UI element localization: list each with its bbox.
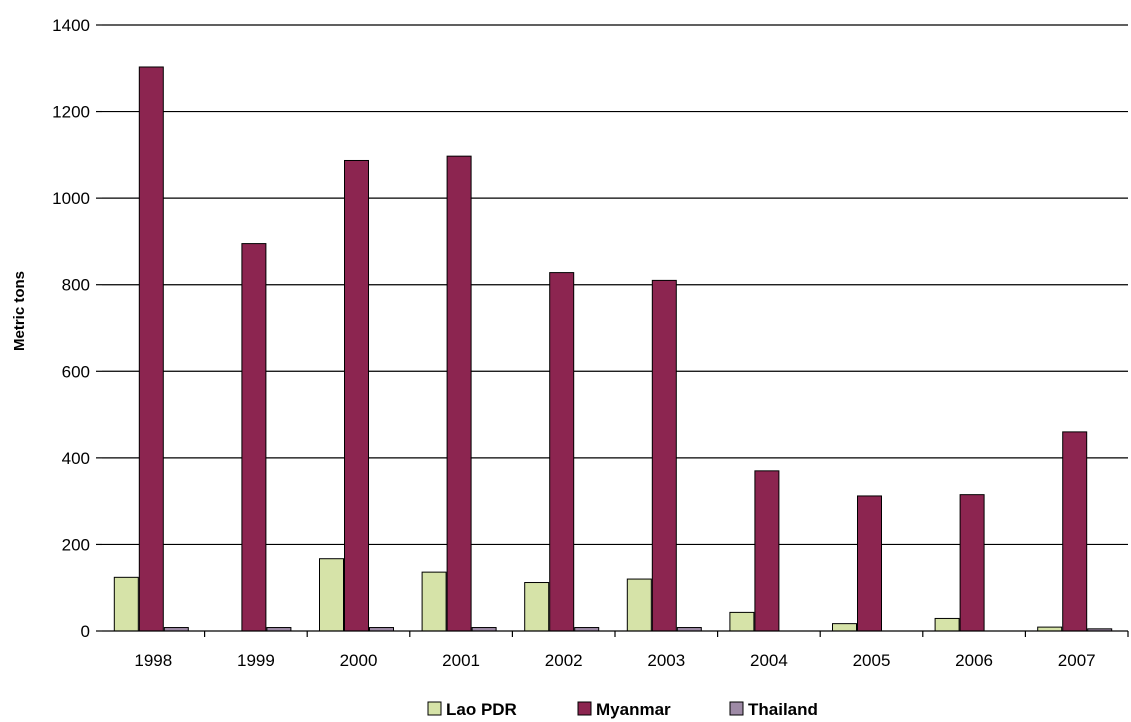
bar-lao-pdr-1998 bbox=[113, 576, 139, 632]
x-tick-label: 2000 bbox=[340, 651, 378, 670]
bar-myanmar-2001 bbox=[446, 155, 472, 632]
bar-lao-pdr-2003 bbox=[626, 578, 652, 632]
legend-swatch-lao-pdr bbox=[427, 701, 442, 716]
legend-swatch-thailand bbox=[729, 701, 744, 716]
bar-myanmar-2000 bbox=[344, 159, 369, 632]
x-tick-label: 2005 bbox=[853, 651, 891, 670]
bar-myanmar-2007 bbox=[1062, 431, 1088, 632]
bar-myanmar-2004 bbox=[754, 470, 780, 632]
y-axis-label: Metric tons bbox=[11, 271, 28, 351]
y-tick-label: 600 bbox=[62, 362, 90, 381]
bar-myanmar-2006 bbox=[959, 494, 985, 632]
y-tick-label: 400 bbox=[62, 449, 90, 468]
legend-label: Lao PDR bbox=[446, 700, 517, 719]
legend-label: Myanmar bbox=[596, 700, 671, 719]
bar-lao-pdr-2002 bbox=[524, 582, 550, 632]
bars bbox=[113, 66, 1113, 632]
bar-myanmar-1999 bbox=[241, 243, 267, 632]
x-tick-label: 1998 bbox=[134, 651, 172, 670]
bar-myanmar-2005 bbox=[857, 495, 882, 632]
bar-lao-pdr-2005 bbox=[832, 623, 857, 632]
bar-lao-pdr-2006 bbox=[934, 617, 960, 632]
bar-lao-pdr-2001 bbox=[421, 571, 447, 632]
y-tick-label: 0 bbox=[81, 622, 90, 641]
x-tick-label: 2002 bbox=[545, 651, 583, 670]
bar-myanmar-1998 bbox=[138, 66, 164, 632]
x-tick-label: 2003 bbox=[647, 651, 685, 670]
axes: 0 200 400 600 800 1000 1200 1400 1998 1999 2000 200… bbox=[52, 16, 1129, 670]
bar-myanmar-2003 bbox=[651, 279, 677, 632]
gridlines bbox=[102, 24, 1128, 546]
legend-label: Thailand bbox=[748, 700, 818, 719]
legend-swatch-myanmar bbox=[577, 701, 592, 716]
y-tick-label: 1000 bbox=[52, 189, 90, 208]
bar-lao-pdr-2000 bbox=[319, 558, 344, 632]
x-tick-label: 1999 bbox=[237, 651, 275, 670]
x-tick-label: 2004 bbox=[750, 651, 788, 670]
bar-myanmar-2002 bbox=[549, 272, 575, 632]
bar-lao-pdr-2004 bbox=[729, 611, 755, 632]
x-tick-label: 2001 bbox=[442, 651, 480, 670]
x-tick-label: 2007 bbox=[1058, 651, 1096, 670]
y-tick-label: 1200 bbox=[52, 103, 90, 122]
y-tick-label: 800 bbox=[62, 276, 90, 295]
legend: Lao PDR Myanmar Thailand bbox=[427, 700, 818, 719]
x-tick-label: 2006 bbox=[955, 651, 993, 670]
y-tick-label: 200 bbox=[62, 535, 90, 554]
y-tick-label: 1400 bbox=[52, 16, 90, 35]
